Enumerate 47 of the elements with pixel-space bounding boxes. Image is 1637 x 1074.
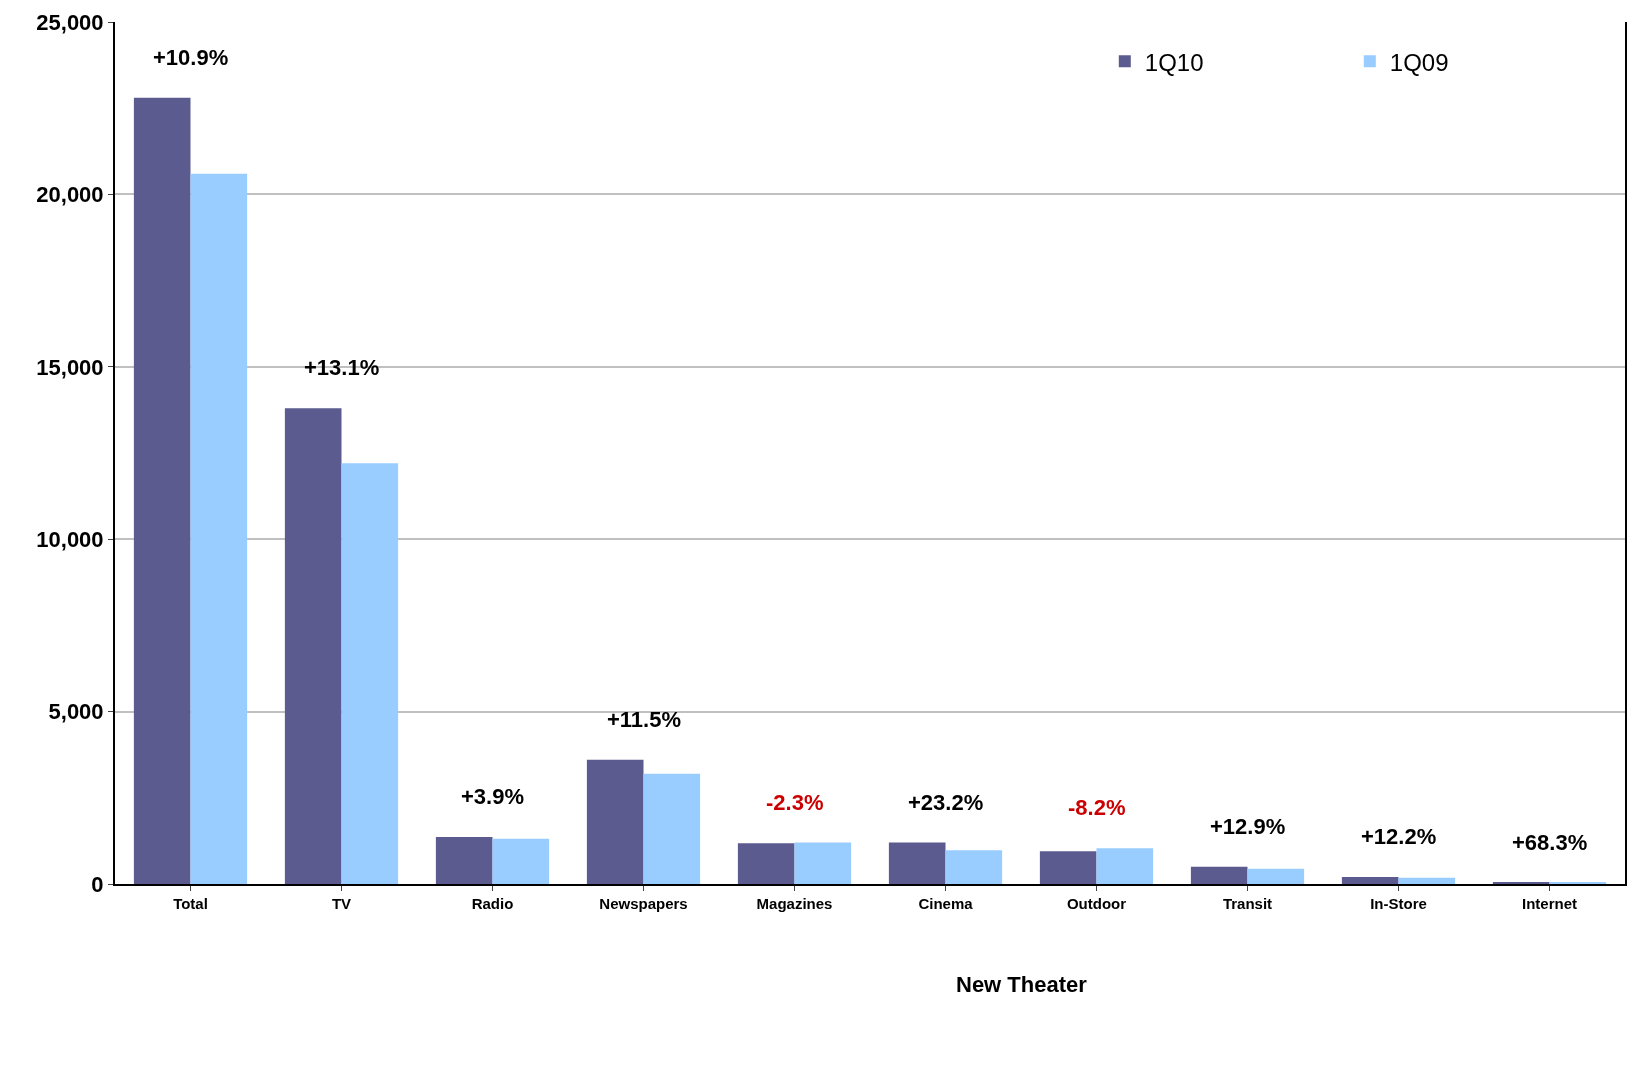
x-tick-label: Outdoor	[1066, 895, 1127, 912]
bar	[133, 97, 191, 884]
x-tick-label: TV	[331, 895, 352, 912]
annotation: +23.2%	[908, 790, 984, 815]
x-tick-label: Magazines	[756, 895, 833, 912]
bar	[284, 408, 342, 884]
bar	[492, 838, 550, 884]
bar	[1247, 868, 1305, 884]
bar	[1341, 877, 1399, 884]
bar	[945, 850, 1003, 884]
bar	[586, 759, 644, 884]
bar	[1039, 851, 1097, 884]
legend-label: 1Q10	[1144, 48, 1204, 76]
x-tick-label: Transit	[1222, 895, 1273, 912]
bar	[435, 837, 493, 884]
bar	[1398, 877, 1456, 884]
annotation: +68.3%	[1512, 830, 1588, 855]
y-tick-label: 15,000	[36, 354, 104, 380]
x-tick-label: Internet	[1521, 895, 1578, 912]
y-tick-label: 25,000	[36, 9, 104, 35]
y-tick-label: 0	[91, 871, 104, 897]
y-tick-label: 5,000	[48, 699, 104, 725]
annotation: +13.1%	[304, 355, 380, 380]
bar	[341, 463, 399, 884]
x-tick-label: Newspapers	[599, 895, 688, 912]
bar	[888, 842, 946, 884]
annotation: -2.3%	[766, 790, 824, 815]
bar	[737, 843, 795, 884]
annotation: -8.2%	[1068, 795, 1126, 820]
annotation: +12.9%	[1210, 814, 1286, 839]
annotation: +3.9%	[461, 784, 524, 809]
annotation: +12.2%	[1361, 824, 1437, 849]
text: New Theater	[956, 972, 1088, 997]
annotation: +11.5%	[607, 707, 682, 732]
bar	[1190, 866, 1248, 884]
legend-label: 1Q09	[1389, 48, 1449, 76]
x-tick-label: In-Store	[1370, 895, 1427, 912]
y-tick-label: 10,000	[36, 526, 104, 552]
bar	[190, 173, 248, 884]
annotation: +10.9%	[153, 45, 229, 70]
x-tick-label: Radio	[471, 895, 514, 912]
bar	[1096, 848, 1154, 884]
y-tick-label: 20,000	[36, 182, 104, 208]
bar	[643, 773, 701, 884]
bar	[794, 842, 852, 884]
x-tick-label: Total	[173, 895, 208, 912]
x-tick-label: Cinema	[918, 895, 974, 912]
